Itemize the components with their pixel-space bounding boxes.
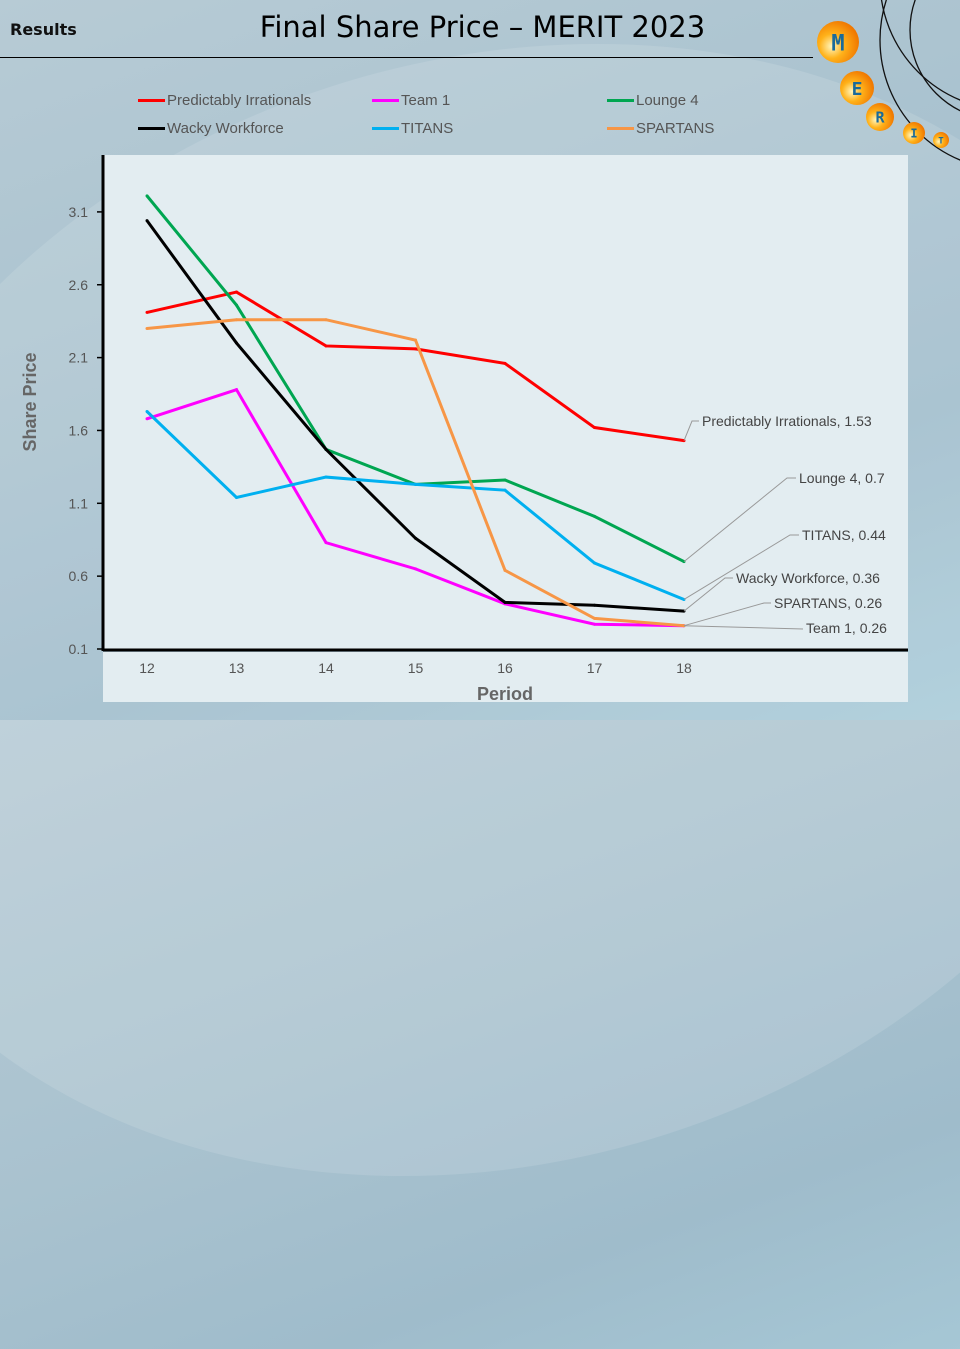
logo-ball <box>840 71 874 105</box>
legend-label: SPARTANS <box>636 120 715 137</box>
data-label: Predictably Irrationals, 1.53 <box>702 413 872 429</box>
y-tick-label: 0.6 <box>69 568 89 584</box>
data-point <box>593 426 596 430</box>
logo-ball <box>866 103 894 131</box>
y-tick-label: 1.1 <box>69 495 89 511</box>
data-point <box>503 600 507 604</box>
logo-letter: T <box>938 136 944 146</box>
x-tick-label: 13 <box>229 660 245 676</box>
y-tick-label: 1.6 <box>69 422 89 438</box>
data-point <box>593 561 596 565</box>
data-point <box>145 326 149 330</box>
legend-item-titans: TITANS <box>372 120 453 137</box>
data-point <box>414 347 417 351</box>
logo-letter: E <box>852 79 863 100</box>
data-point <box>593 622 596 626</box>
leader-line <box>683 420 699 441</box>
data-point <box>235 495 238 499</box>
legend-swatch <box>372 99 399 102</box>
y-tick-label: 2.1 <box>69 350 89 366</box>
y-axis-title: Share Price <box>20 352 40 451</box>
data-point <box>324 541 328 545</box>
data-point <box>235 290 238 294</box>
data-point <box>145 219 149 223</box>
logo-letter: I <box>910 127 917 141</box>
data-point <box>145 194 149 198</box>
data-point <box>593 514 596 518</box>
data-point <box>414 482 417 486</box>
section-label: Results <box>10 20 77 39</box>
x-tick-label: 12 <box>139 660 155 676</box>
legend-label: Wacky Workforce <box>167 120 284 137</box>
logo-ball <box>933 132 949 148</box>
leader-line <box>683 602 771 627</box>
data-label: TITANS, 0.44 <box>802 527 886 543</box>
data-point <box>593 603 596 607</box>
legend-item-predictably-irrationals: Predictably Irrationals <box>138 92 311 109</box>
data-point <box>235 388 238 392</box>
y-tick-label: 2.6 <box>69 277 89 293</box>
logo-arc <box>879 0 960 161</box>
data-label: Wacky Workforce, 0.36 <box>736 570 880 586</box>
legend-label: Team 1 <box>401 92 451 109</box>
x-axis-area <box>103 652 908 702</box>
plot-area <box>103 155 908 649</box>
data-point <box>235 318 238 322</box>
title-divider <box>0 57 813 58</box>
data-point <box>503 361 507 365</box>
leader-line <box>683 625 804 630</box>
logo-letter: R <box>875 109 885 127</box>
x-tick-label: 18 <box>676 660 692 676</box>
legend-swatch <box>138 127 165 130</box>
data-point <box>414 536 417 540</box>
legend-item-lounge-4: Lounge 4 <box>607 92 699 109</box>
legend-swatch <box>372 127 399 130</box>
page-title: Final Share Price – MERIT 2023 <box>259 10 706 44</box>
line-chart: M ER I T Share Price Period 0.1 0.6 1.1 1.6 2.1… <box>20 0 960 704</box>
legend-label: Predictably Irrationals <box>167 92 312 109</box>
legend-item-wacky-workforce: Wacky Workforce <box>138 120 284 137</box>
data-point <box>503 488 507 492</box>
data-point <box>414 338 417 342</box>
y-tick-label: 3.1 <box>69 204 89 220</box>
logo-letter: M <box>831 31 844 56</box>
x-tick-label: 17 <box>587 660 603 676</box>
data-label: Lounge 4, 0.7 <box>799 470 885 486</box>
data-point <box>235 341 238 345</box>
merit-logo: M ER I T <box>817 0 960 161</box>
data-point <box>145 417 149 421</box>
data-point <box>235 303 238 307</box>
data-point <box>324 318 328 322</box>
legend-swatch <box>607 99 634 102</box>
x-axis-title: Period <box>477 684 533 704</box>
x-tick-label: 14 <box>318 660 334 676</box>
data-point <box>324 447 328 451</box>
legend-swatch <box>138 99 165 102</box>
x-tick-label: 15 <box>408 660 424 676</box>
data-point <box>145 410 149 414</box>
logo-arc <box>909 0 960 112</box>
data-point <box>414 567 417 571</box>
data-point <box>593 616 596 620</box>
logo-ball <box>903 122 925 144</box>
data-point <box>503 568 507 572</box>
y-tick-label: 0.1 <box>69 641 89 657</box>
legend-item-team-1: Team 1 <box>372 92 450 109</box>
legend-label: TITANS <box>401 120 454 137</box>
data-point <box>145 310 149 314</box>
leader-line <box>683 534 799 600</box>
leader-line <box>683 477 796 562</box>
leader-line <box>683 577 733 612</box>
x-tick-label: 16 <box>497 660 513 676</box>
legend-swatch <box>607 127 634 130</box>
legend-label: Lounge 4 <box>636 92 699 109</box>
data-label: Team 1, 0.26 <box>806 620 887 636</box>
legend-item-spartans: SPARTANS <box>607 120 714 137</box>
data-point <box>503 478 507 482</box>
logo-ball <box>817 21 859 63</box>
data-point <box>324 475 328 479</box>
data-point <box>324 344 328 348</box>
data-label: SPARTANS, 0.26 <box>774 595 882 611</box>
